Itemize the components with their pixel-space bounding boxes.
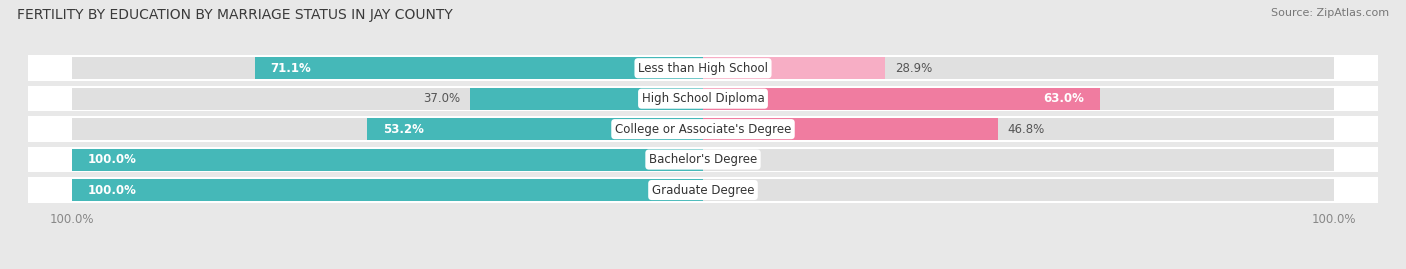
Bar (28, 116, 1378, 142)
Bar (703, 88, 1101, 110)
Text: 100.0%: 100.0% (89, 153, 136, 166)
Bar (703, 179, 1334, 201)
Text: Source: ZipAtlas.com: Source: ZipAtlas.com (1271, 8, 1389, 18)
Text: FERTILITY BY EDUCATION BY MARRIAGE STATUS IN JAY COUNTY: FERTILITY BY EDUCATION BY MARRIAGE STATU… (17, 8, 453, 22)
Bar (367, 118, 703, 140)
Text: 46.8%: 46.8% (1008, 123, 1045, 136)
Bar (703, 118, 1334, 140)
Bar (72, 179, 703, 201)
Text: College or Associate's Degree: College or Associate's Degree (614, 123, 792, 136)
Bar (28, 177, 1378, 203)
Bar (254, 57, 703, 79)
Bar (72, 57, 703, 79)
Bar (28, 147, 1378, 172)
Text: 100.0%: 100.0% (89, 183, 136, 197)
Bar (72, 148, 703, 171)
Bar (470, 88, 703, 110)
Bar (703, 57, 1334, 79)
Bar (72, 88, 703, 110)
Legend: Married, Unmarried: Married, Unmarried (614, 264, 792, 269)
Bar (703, 88, 1334, 110)
Bar (703, 118, 998, 140)
Bar (72, 148, 703, 171)
Bar (72, 179, 703, 201)
Text: 71.1%: 71.1% (270, 62, 311, 75)
Text: Bachelor's Degree: Bachelor's Degree (650, 153, 756, 166)
Text: 53.2%: 53.2% (384, 123, 425, 136)
Text: 63.0%: 63.0% (1043, 92, 1084, 105)
Bar (28, 86, 1378, 111)
Text: 37.0%: 37.0% (423, 92, 460, 105)
Bar (703, 57, 886, 79)
Text: High School Diploma: High School Diploma (641, 92, 765, 105)
Bar (72, 118, 703, 140)
Text: Graduate Degree: Graduate Degree (652, 183, 754, 197)
Bar (703, 148, 1334, 171)
Text: 0.0%: 0.0% (716, 183, 745, 197)
Bar (28, 55, 1378, 81)
Text: 0.0%: 0.0% (716, 153, 745, 166)
Text: Less than High School: Less than High School (638, 62, 768, 75)
Text: 28.9%: 28.9% (894, 62, 932, 75)
